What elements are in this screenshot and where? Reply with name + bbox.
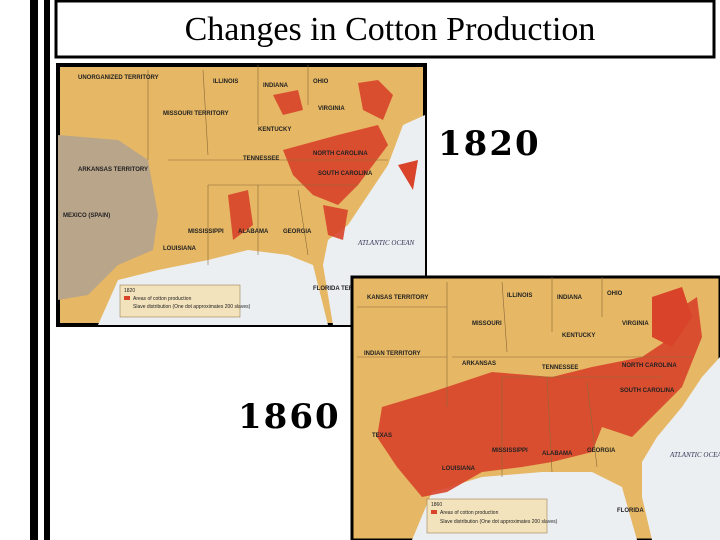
title-box	[54, 0, 716, 59]
cotton-area	[398, 160, 418, 190]
territory	[58, 135, 158, 300]
map-label: OHIO	[607, 291, 623, 297]
side-bar	[30, 0, 38, 540]
map-label: ILLINOIS	[507, 293, 532, 299]
map-label: KENTUCKY	[258, 127, 291, 133]
legend-item: Areas of cotton production	[440, 510, 499, 516]
ocean-label: ATLANTIC OCEAN	[357, 239, 415, 247]
map-label: KENTUCKY	[562, 333, 595, 339]
map-label: INDIANA	[263, 83, 289, 89]
legend-item: Areas of cotton production	[133, 296, 192, 302]
legend-item: Slave distribution (One dot approximates…	[440, 519, 558, 525]
map-label: INDIAN TERRITORY	[364, 351, 421, 357]
side-bar	[44, 0, 50, 540]
legend-swatch	[431, 510, 437, 514]
borders	[357, 277, 692, 477]
atlantic	[642, 357, 720, 540]
map-label: ILLINOIS	[213, 79, 238, 85]
map-label: GEORGIA	[587, 448, 616, 454]
map-label: TENNESSEE	[243, 156, 279, 162]
map-label: OHIO	[313, 79, 329, 85]
map-label: UNORGANIZED TERRITORY	[78, 75, 159, 81]
map-label: SOUTH CAROLINA	[318, 171, 373, 177]
map-label: NORTH CAROLINA	[622, 363, 677, 369]
year-label: 1820	[438, 124, 541, 164]
legend-swatch	[124, 296, 130, 300]
map-label: INDIANA	[557, 295, 583, 301]
map-label: ALABAMA	[542, 451, 573, 457]
cotton-area	[377, 297, 702, 497]
map-label: NORTH CAROLINA	[313, 151, 368, 157]
map-label: ARKANSAS TERRITORY	[78, 167, 148, 173]
map-label: FLORIDA	[617, 508, 644, 514]
map-label: VIRGINIA	[318, 106, 345, 112]
map-label: SOUTH CAROLINA	[620, 388, 675, 394]
ocean-label: ATLANTIC OCEAN	[669, 451, 720, 459]
map-label: TEXAS	[372, 433, 392, 439]
map-label: MEXICO (SPAIN)	[63, 213, 110, 219]
legend-box	[119, 284, 241, 318]
map-label: KANSAS TERRITORY	[367, 295, 428, 301]
legend-year: 1820	[124, 288, 135, 294]
cotton-area	[652, 287, 692, 347]
slide-title: Changes in Cotton Production	[185, 11, 596, 48]
map-label: MISSOURI	[472, 321, 502, 327]
map-label: VIRGINIA	[622, 321, 649, 327]
map-label: ARKANSAS	[462, 361, 496, 367]
legend-item: Slave distribution (One dot approximates…	[133, 304, 251, 310]
map-label: LOUISIANA	[442, 466, 476, 472]
legend-box	[426, 498, 548, 534]
map-1860: KANSAS TERRITORY ILLINOIS INDIANA OHIO M…	[350, 275, 720, 540]
map-label: LOUISIANA	[163, 246, 197, 252]
legend-year: 1860	[431, 502, 442, 508]
map-label: FLORIDA TERRITORY	[313, 286, 375, 292]
map-label: GEORGIA	[283, 229, 312, 235]
map-label: MISSOURI TERRITORY	[163, 111, 229, 117]
map-label: MISSISSIPPI	[188, 229, 224, 235]
map-label: MISSISSIPPI	[492, 448, 528, 454]
map-label: ALABAMA	[238, 229, 269, 235]
borders	[147, 65, 388, 265]
year-label: 1860	[238, 397, 341, 437]
map-label: TENNESSEE	[542, 365, 578, 371]
